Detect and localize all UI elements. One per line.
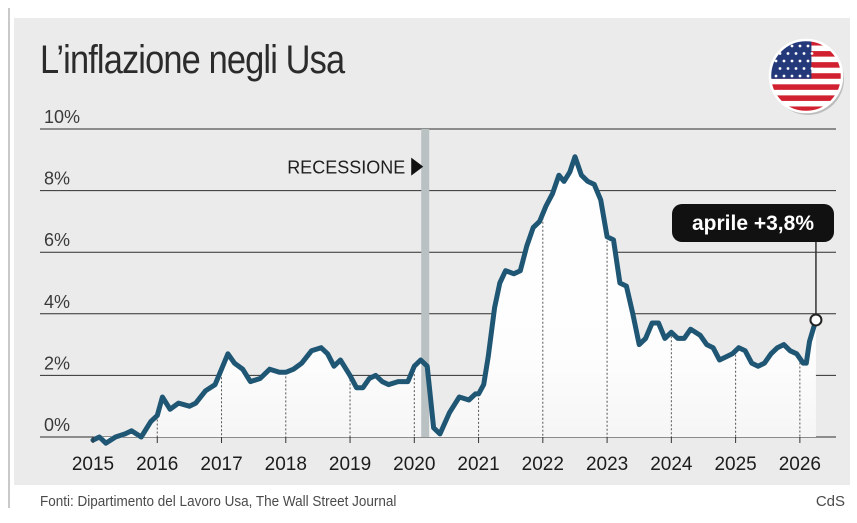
x-tick-label: 2025 (714, 454, 756, 475)
x-tick-label: 2016 (136, 454, 178, 475)
y-tick-label: 4% (44, 292, 70, 312)
flag-star (790, 59, 794, 63)
flag-star (794, 52, 798, 55)
recession-label: RECESSIONE (287, 158, 405, 178)
flag-star (786, 52, 790, 55)
y-tick-label: 8% (44, 169, 70, 189)
x-tick-label: 2026 (779, 454, 821, 475)
flag-body (770, 40, 842, 112)
year-guides (156, 213, 801, 437)
flag-rim (768, 38, 844, 114)
flag-stripe (770, 95, 842, 101)
x-tick-label: 2023 (586, 454, 628, 475)
flag-star (774, 74, 778, 78)
annotation-box (672, 204, 834, 242)
series-line-layer (90, 154, 819, 446)
flag-star (810, 67, 814, 70)
flag-stripe (770, 106, 842, 112)
flag-star (798, 44, 802, 48)
annotation-label: aprile +3,8% (692, 212, 814, 235)
recession-arrow-icon (411, 157, 424, 176)
x-tick-label: 2022 (522, 454, 564, 475)
usa-flag-icon (768, 38, 844, 115)
flag-star (806, 74, 810, 78)
flag-star (798, 59, 802, 63)
annotation-layer: aprile +3,8% (672, 204, 834, 327)
credit-label: CdS (815, 493, 845, 510)
flag-star (782, 74, 786, 78)
y-tick-label: 2% (44, 353, 70, 373)
flag-star (782, 59, 786, 63)
y-tick-label: 10% (44, 107, 80, 127)
x-tick-label: 2017 (200, 454, 242, 475)
x-tick-label: 2020 (393, 454, 435, 475)
annotation-point (809, 313, 823, 327)
series-line (90, 154, 819, 446)
flag-star (798, 74, 802, 78)
y-axis-ticks: 0% 2% 4% 6% 8% 10% (44, 107, 80, 435)
flag-star (774, 44, 778, 48)
flag-star (778, 67, 782, 70)
flag-star (806, 59, 810, 63)
flag-stripe (770, 84, 842, 90)
flag-star (786, 67, 790, 70)
flag-star (794, 67, 798, 70)
x-tick-label: 2018 (265, 454, 307, 475)
x-tick-label: 2024 (650, 454, 693, 475)
x-tick-label: 2019 (329, 454, 371, 475)
x-tick-label: 2015 (72, 454, 114, 475)
x-tick-label: 2021 (457, 454, 499, 475)
recession-bar (421, 129, 430, 437)
flag-star (810, 52, 814, 55)
flag-star (806, 44, 810, 48)
flag-star (802, 52, 806, 55)
recession-band: RECESSIONE (287, 129, 430, 437)
flag-star (790, 44, 794, 48)
flag-star (790, 74, 794, 78)
left-rule (8, 8, 10, 508)
chart-title: L’inflazione negli Usa (40, 38, 345, 82)
y-tick-label: 6% (44, 230, 70, 250)
y-tick-label: 0% (44, 415, 70, 435)
flag-star (802, 67, 806, 70)
flag-star (774, 59, 778, 63)
x-axis-ticks: 2015 2016 2017 2018 2019 2020 2021 2022 2023 2024… (72, 437, 821, 475)
source-note: Fonti: Dipartimento del Lavoro Usa, The … (40, 493, 397, 510)
